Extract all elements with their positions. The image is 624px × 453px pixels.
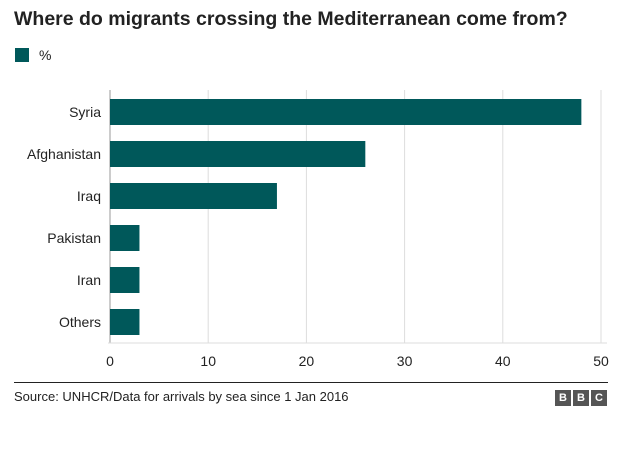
bar (110, 267, 140, 293)
x-tick-label: 50 (593, 353, 609, 369)
bar (110, 141, 366, 167)
source-note: Source: UNHCR/Data for arrivals by sea s… (14, 389, 349, 404)
logo-letter: C (591, 390, 607, 406)
logo-letter: B (573, 390, 589, 406)
bbc-logo: B B C (555, 390, 607, 406)
bar (110, 309, 140, 335)
logo-letter: B (555, 390, 571, 406)
category-label: Iraq (77, 188, 101, 204)
bar (110, 99, 582, 125)
x-tick-label: 30 (397, 353, 413, 369)
footer-divider (14, 382, 608, 383)
bar-chart: 0 10 20 30 40 50 Syria Afghanistan Iraq Pakistan I… (27, 90, 609, 369)
x-tick-label: 20 (299, 353, 315, 369)
legend-label: % (39, 47, 52, 63)
category-label: Others (59, 314, 101, 330)
x-tick-label: 40 (495, 353, 511, 369)
category-label: Pakistan (47, 230, 101, 246)
category-label: Syria (69, 104, 101, 120)
legend-swatch (15, 48, 29, 62)
category-label: Afghanistan (27, 146, 101, 162)
bar (110, 183, 277, 209)
chart-title: Where do migrants crossing the Mediterra… (14, 8, 568, 30)
category-label: Iran (77, 272, 101, 288)
bar (110, 225, 140, 251)
chart-legend: % (15, 46, 51, 64)
x-tick-label: 0 (106, 353, 114, 369)
x-tick-label: 10 (200, 353, 216, 369)
